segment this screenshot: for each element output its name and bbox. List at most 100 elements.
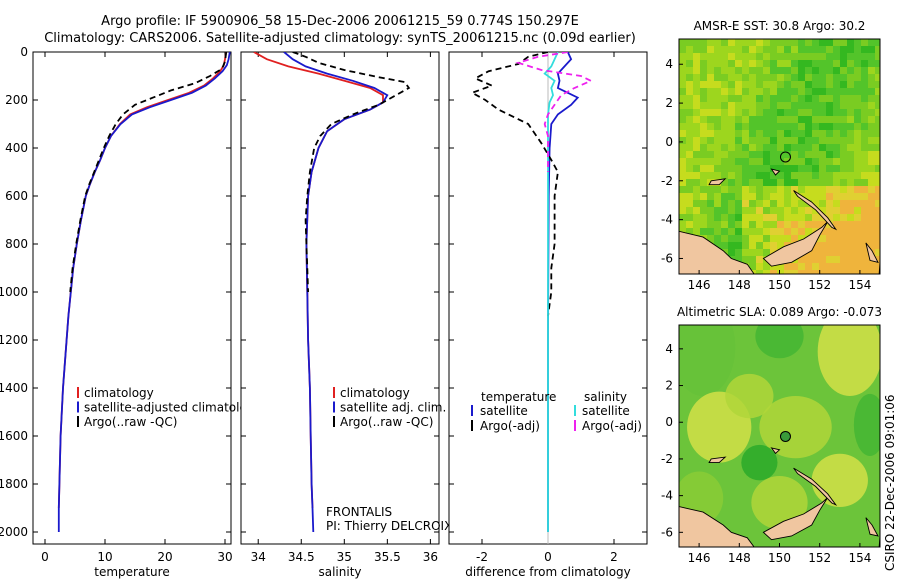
sst-cell <box>798 88 805 95</box>
sst-cell <box>819 60 826 67</box>
sst-cell <box>700 186 707 193</box>
sst-cell <box>721 53 728 60</box>
sst-cell <box>700 214 707 221</box>
sst-cell <box>777 172 784 179</box>
series-line-4 <box>515 52 594 172</box>
x-axis-label: temperature <box>94 565 169 579</box>
sst-cell <box>791 214 798 221</box>
sst-cell <box>700 116 707 123</box>
sst-cell <box>812 256 819 263</box>
sst-cell <box>791 116 798 123</box>
sst-cell <box>777 137 784 144</box>
sst-cell <box>805 270 812 274</box>
sst-cell <box>763 172 770 179</box>
sst-cell <box>763 151 770 158</box>
sst-cell <box>707 81 714 88</box>
sst-cell <box>742 53 749 60</box>
sst-cell <box>798 256 805 263</box>
sst-cell <box>714 228 721 235</box>
sst-cell <box>791 158 798 165</box>
sst-cell <box>721 130 728 137</box>
sst-cell <box>728 95 735 102</box>
sst-cell <box>700 165 707 172</box>
sla-blob <box>679 325 736 397</box>
sst-cell <box>791 102 798 109</box>
sst-cell <box>714 67 721 74</box>
sst-cell <box>812 179 819 186</box>
sst-cell <box>693 214 700 221</box>
sst-cell <box>756 137 763 144</box>
y-tick-label: 0 <box>665 415 673 429</box>
sst-cell <box>693 109 700 116</box>
sst-cell <box>798 109 805 116</box>
sst-cell <box>784 39 791 46</box>
series-line-3 <box>69 52 228 293</box>
sst-cell <box>868 95 875 102</box>
sst-cell <box>840 207 847 214</box>
sst-cell <box>861 123 868 130</box>
sst-cell <box>686 74 693 81</box>
sst-cell <box>833 81 840 88</box>
sst-cell <box>770 214 777 221</box>
sst-cell <box>875 67 880 74</box>
sst-cell <box>875 95 880 102</box>
sst-cell <box>833 172 840 179</box>
sst-cell <box>847 186 854 193</box>
sst-cell <box>763 46 770 53</box>
sst-cell <box>707 186 714 193</box>
x-tick-label: 148 <box>728 278 751 292</box>
sst-cell <box>763 235 770 242</box>
sst-cell <box>728 221 735 228</box>
sst-cell <box>700 74 707 81</box>
sst-cell <box>854 263 861 270</box>
sst-cell <box>728 242 735 249</box>
sst-cell <box>721 221 728 228</box>
sst-cell <box>854 67 861 74</box>
sst-cell <box>812 74 819 81</box>
sst-cell <box>861 158 868 165</box>
sst-cell <box>826 74 833 81</box>
sst-cell <box>742 102 749 109</box>
sst-cell <box>770 158 777 165</box>
sst-cell <box>735 74 742 81</box>
sst-cell <box>735 109 742 116</box>
legend-entry: satellite <box>480 404 528 418</box>
sst-cell <box>714 53 721 60</box>
sst-cell <box>791 151 798 158</box>
sst-cell <box>791 186 798 193</box>
sst-cell <box>749 123 756 130</box>
y-tick-label: -6 <box>661 251 673 265</box>
sst-cell <box>707 144 714 151</box>
sst-cell <box>840 116 847 123</box>
sst-cell <box>721 144 728 151</box>
sst-cell <box>868 123 875 130</box>
sst-cell <box>805 214 812 221</box>
sst-cell <box>721 179 728 186</box>
sst-cell <box>819 46 826 53</box>
y-tick-label: 200 <box>5 93 28 107</box>
sst-cell <box>770 179 777 186</box>
land-mass <box>762 221 829 267</box>
sst-cell <box>819 193 826 200</box>
sst-cell <box>770 95 777 102</box>
sst-cell <box>728 158 735 165</box>
sst-cell <box>861 39 868 46</box>
sst-cell <box>826 179 833 186</box>
sst-cell <box>798 179 805 186</box>
sst-cell <box>749 81 756 88</box>
sst-cell <box>812 186 819 193</box>
sst-cell <box>826 270 833 274</box>
sst-cell <box>840 53 847 60</box>
sst-cell <box>840 81 847 88</box>
sst-cell <box>763 60 770 67</box>
sst-cell <box>833 46 840 53</box>
sst-cell <box>847 137 854 144</box>
sst-cell <box>735 46 742 53</box>
sst-cell <box>840 256 847 263</box>
sst-cell <box>742 214 749 221</box>
sst-cell <box>826 186 833 193</box>
sst-cell <box>714 137 721 144</box>
sst-cell <box>686 53 693 60</box>
sst-cell <box>840 102 847 109</box>
sst-cell <box>833 137 840 144</box>
